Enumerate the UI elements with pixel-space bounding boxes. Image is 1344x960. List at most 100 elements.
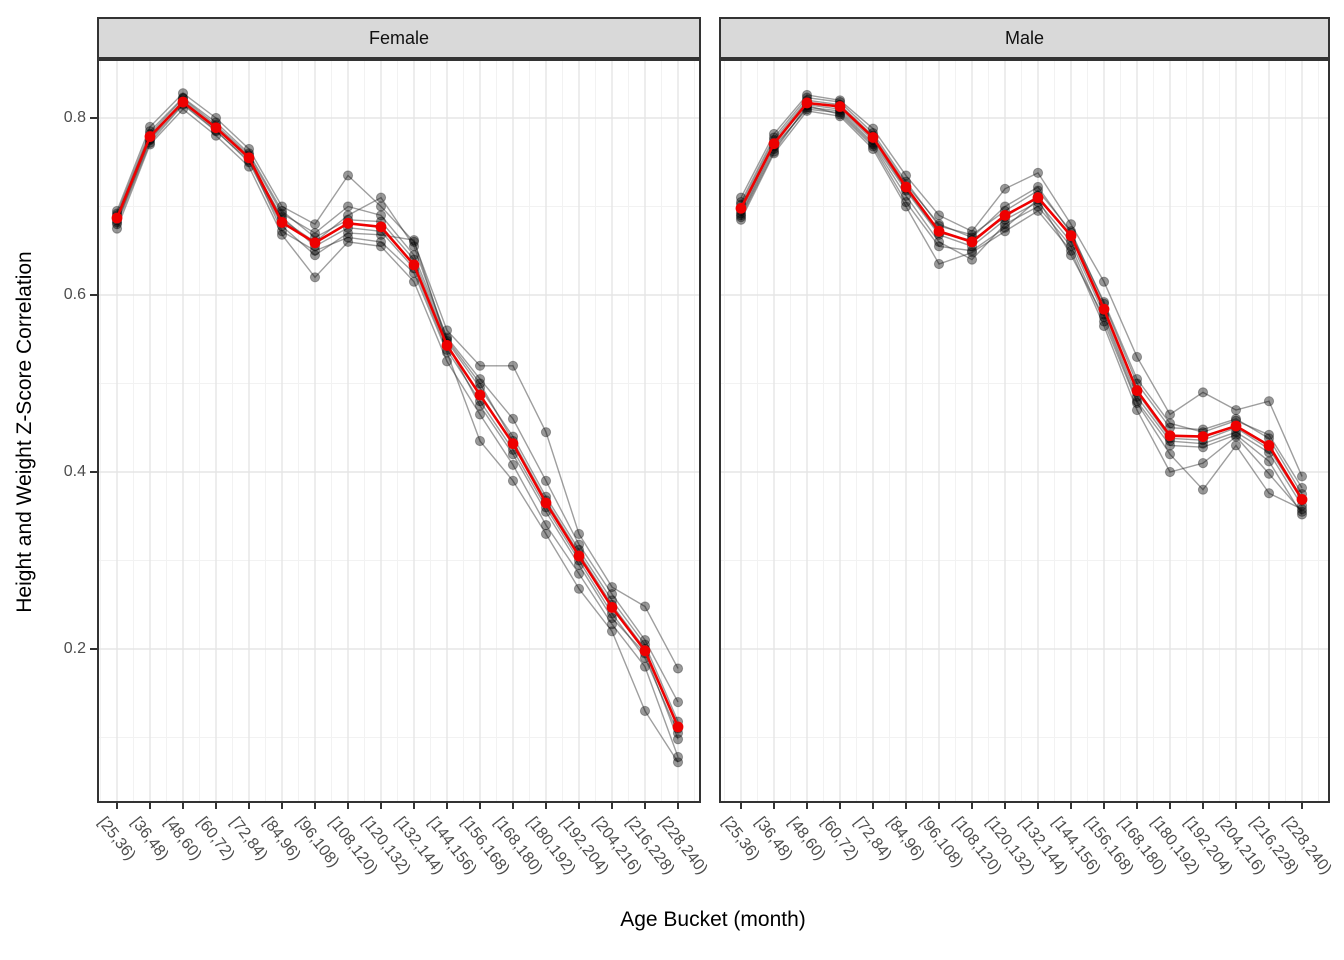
x-tick-mark bbox=[413, 803, 415, 809]
mean-point bbox=[1197, 431, 1209, 442]
individual-point bbox=[735, 214, 747, 225]
individual-point bbox=[1230, 429, 1242, 440]
individual-point bbox=[1296, 471, 1308, 482]
individual-point bbox=[933, 210, 945, 221]
individual-point bbox=[474, 435, 486, 447]
individual-point bbox=[474, 378, 486, 389]
individual-point bbox=[507, 475, 519, 486]
individual-point bbox=[1098, 276, 1110, 287]
individual-point bbox=[474, 400, 486, 411]
mean-point bbox=[867, 132, 879, 143]
individual-series-line bbox=[116, 92, 679, 669]
individual-point bbox=[966, 226, 978, 237]
x-tick-mark bbox=[1169, 803, 1171, 809]
individual-series-line bbox=[740, 110, 1303, 513]
x-tick-mark bbox=[479, 803, 481, 809]
mean-point bbox=[933, 225, 945, 237]
individual-series-line bbox=[740, 94, 1303, 477]
individual-point bbox=[606, 619, 618, 630]
x-tick-mark bbox=[611, 803, 613, 809]
individual-point bbox=[441, 325, 453, 336]
individual-point bbox=[375, 236, 387, 247]
x-tick-mark bbox=[149, 803, 151, 809]
mean-point bbox=[672, 721, 684, 733]
individual-point bbox=[672, 734, 684, 745]
y-tick-mark bbox=[90, 294, 97, 296]
individual-point bbox=[573, 539, 585, 550]
individual-point bbox=[309, 219, 321, 230]
mean-point bbox=[900, 181, 912, 193]
individual-point bbox=[867, 143, 879, 155]
x-tick-mark bbox=[314, 803, 316, 809]
individual-series-line bbox=[116, 96, 679, 722]
x-tick-mark bbox=[545, 803, 547, 809]
mean-point bbox=[177, 96, 189, 108]
individual-point bbox=[1197, 387, 1209, 398]
individual-point bbox=[507, 360, 519, 371]
x-tick-mark bbox=[1070, 803, 1072, 809]
individual-point bbox=[1164, 418, 1176, 429]
individual-point bbox=[1197, 458, 1209, 469]
x-tick-mark bbox=[1235, 803, 1237, 809]
mean-point bbox=[1065, 230, 1077, 242]
individual-point bbox=[639, 705, 651, 717]
individual-point bbox=[933, 258, 945, 270]
individual-point bbox=[1065, 245, 1077, 256]
individual-point bbox=[933, 236, 945, 247]
individual-point bbox=[639, 661, 651, 672]
individual-point bbox=[342, 201, 354, 212]
individual-point bbox=[441, 356, 453, 367]
mean-point bbox=[309, 237, 321, 249]
individual-series-line bbox=[740, 104, 1303, 515]
individual-point bbox=[540, 520, 552, 531]
individual-point bbox=[573, 568, 585, 579]
individual-point bbox=[1032, 167, 1044, 178]
individual-point bbox=[1263, 456, 1275, 467]
individual-point bbox=[1296, 506, 1308, 517]
individual-point bbox=[1164, 466, 1176, 478]
individual-point bbox=[900, 201, 912, 212]
individual-point bbox=[474, 409, 486, 420]
x-tick-mark bbox=[740, 803, 742, 809]
x-tick-mark bbox=[1004, 803, 1006, 809]
x-tick-mark bbox=[1037, 803, 1039, 809]
mean-point bbox=[111, 212, 123, 224]
individual-point bbox=[1296, 482, 1308, 494]
x-tick-mark bbox=[644, 803, 646, 809]
mean-point bbox=[441, 340, 453, 351]
individual-point bbox=[111, 223, 123, 234]
individual-point bbox=[1131, 404, 1143, 416]
y-tick-mark bbox=[90, 471, 97, 473]
individual-point bbox=[408, 241, 420, 252]
x-tick-mark bbox=[773, 803, 775, 809]
x-tick-mark bbox=[938, 803, 940, 809]
individual-series-line bbox=[740, 108, 1303, 510]
y-tick-label: 0.2 bbox=[63, 640, 86, 657]
panel-male bbox=[719, 59, 1330, 803]
individual-point bbox=[342, 227, 354, 239]
facet-strip-male-label: Male bbox=[1004, 27, 1044, 48]
individual-point bbox=[672, 697, 684, 708]
individual-point bbox=[408, 250, 420, 261]
mean-point bbox=[735, 202, 747, 214]
individual-point bbox=[900, 196, 912, 208]
individual-point bbox=[1164, 409, 1176, 420]
individual-point bbox=[276, 229, 288, 240]
individual-point bbox=[606, 612, 618, 624]
individual-point bbox=[1230, 440, 1242, 451]
individual-point bbox=[342, 236, 354, 247]
x-tick-mark bbox=[839, 803, 841, 809]
x-axis-title: Age Bucket (month) bbox=[620, 908, 806, 931]
x-tick-mark bbox=[905, 803, 907, 809]
individual-point bbox=[1032, 205, 1044, 217]
mean-point bbox=[573, 550, 585, 562]
individual-point bbox=[507, 459, 519, 471]
mean-point bbox=[1131, 385, 1143, 396]
individual-point bbox=[309, 250, 321, 261]
individual-point bbox=[900, 170, 912, 181]
individual-point bbox=[1230, 431, 1242, 442]
mean-point bbox=[276, 217, 288, 228]
individual-point bbox=[1263, 429, 1275, 440]
individual-point bbox=[540, 528, 552, 540]
